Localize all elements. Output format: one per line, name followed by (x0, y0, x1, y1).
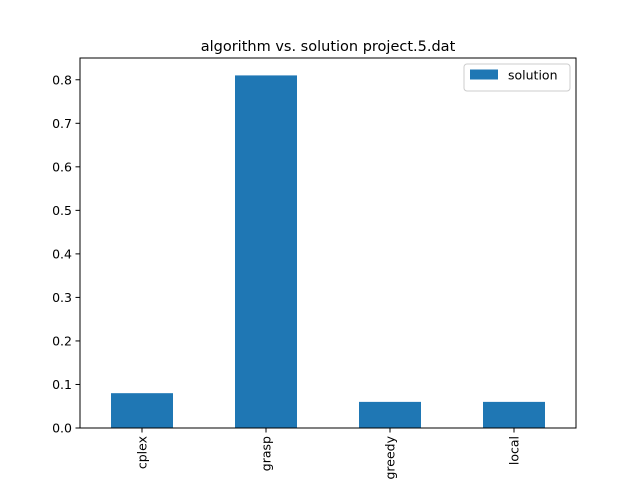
bar-local (483, 401, 545, 428)
plot-frame (79, 57, 577, 429)
x-tick-label-local: local (507, 436, 522, 465)
y-tick-label: 0.3 (52, 290, 72, 305)
legend-label: solution (508, 68, 558, 83)
bar-greedy (359, 401, 421, 428)
y-tick-label: 0.7 (52, 116, 72, 131)
bars-layer (111, 75, 545, 428)
y-tick-label: 0.6 (52, 159, 72, 174)
y-tick-label: 0.2 (52, 333, 72, 348)
x-tick-label-grasp: grasp (259, 436, 274, 471)
legend-swatch (470, 69, 498, 80)
y-tick-label: 0.8 (52, 72, 72, 87)
y-tick-label: 0.1 (52, 377, 72, 392)
bar-grasp (235, 75, 297, 428)
legend: solution (463, 63, 571, 92)
y-tick-label: 0.5 (52, 203, 72, 218)
y-tick-label: 0.0 (52, 421, 72, 436)
axes-layer: 0.0 0.1 0.2 0.3 0.4 0.5 0.6 0.7 0.8 cplex grasp gre… (52, 57, 577, 480)
bar-cplex (111, 393, 173, 428)
chart-title: algorithm vs. solution project.5.dat (201, 39, 456, 55)
y-tick-label: 0.4 (52, 246, 72, 261)
x-tick-label-cplex: cplex (135, 436, 150, 469)
x-tick-label-greedy: greedy (383, 435, 398, 479)
